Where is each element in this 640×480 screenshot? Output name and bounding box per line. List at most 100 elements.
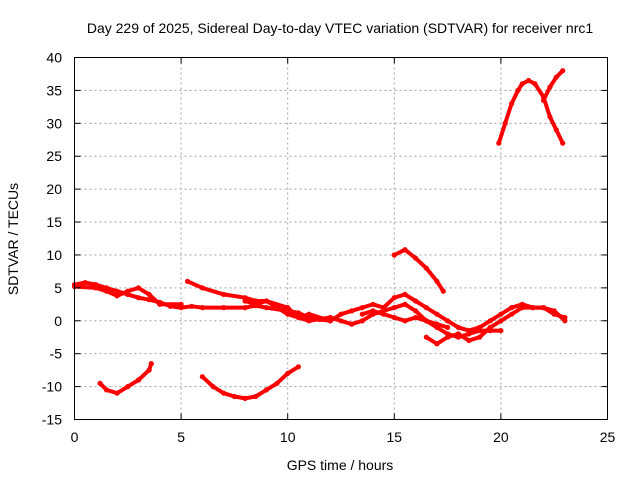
y-tick-label: 15: [46, 214, 62, 230]
data-point: [391, 314, 397, 321]
x-tick-label: 5: [177, 429, 185, 445]
data-point: [295, 364, 301, 370]
data-point: [413, 314, 419, 321]
x-tick-label: 15: [387, 429, 403, 445]
y-tick-label: 5: [54, 280, 62, 296]
data-point: [146, 367, 152, 373]
data-point: [509, 305, 515, 311]
data-point: [423, 305, 429, 311]
data-point: [455, 324, 461, 330]
data-point: [502, 120, 508, 126]
series-layer: [71, 68, 568, 401]
data-point: [445, 318, 451, 324]
data-point: [466, 337, 472, 344]
data-point: [509, 101, 515, 107]
data-point: [103, 387, 110, 393]
data-point: [515, 87, 521, 93]
data-point: [146, 291, 152, 297]
x-tick-label: 0: [71, 429, 79, 445]
y-tick-label: 0: [54, 313, 62, 329]
data-point: [97, 380, 103, 386]
data-point: [349, 308, 355, 314]
data-point: [477, 328, 483, 334]
data-point: [381, 311, 387, 317]
x-tick-label: 20: [493, 429, 509, 445]
data-point: [125, 384, 131, 390]
data-point: [184, 278, 191, 284]
data-point: [391, 252, 397, 258]
data-point: [532, 81, 538, 87]
y-tick-label: 20: [46, 181, 62, 197]
data-point: [114, 390, 120, 396]
data-point: [146, 297, 152, 303]
data-point: [157, 301, 163, 307]
data-point: [370, 301, 376, 307]
data-point: [519, 81, 525, 87]
data-point: [135, 285, 142, 291]
y-tick-label: -10: [42, 379, 62, 395]
data-point: [540, 97, 547, 103]
plot-frame: [74, 57, 608, 420]
data-point: [285, 370, 291, 376]
data-point: [466, 331, 472, 337]
data-point: [413, 298, 419, 304]
data-point: [199, 285, 205, 291]
data-point: [221, 305, 227, 311]
data-point: [221, 291, 227, 297]
data-point: [114, 293, 120, 299]
x-tick-label: 25: [600, 429, 616, 445]
x-tick-label: 10: [280, 429, 296, 445]
data-point: [423, 318, 429, 324]
data-point: [178, 301, 184, 307]
data-point: [274, 305, 280, 311]
data-point: [381, 305, 387, 311]
data-point: [445, 334, 451, 340]
data-point: [553, 74, 559, 80]
data-point: [242, 298, 248, 304]
data-point: [498, 311, 504, 317]
data-point: [553, 127, 559, 133]
data-point: [189, 303, 195, 309]
data-point: [391, 305, 397, 311]
data-point: [509, 311, 515, 317]
data-point: [526, 77, 532, 84]
x-tick-labels: 0 5 10 15 20 25: [71, 429, 616, 445]
y-tick-label: -5: [50, 346, 63, 362]
data-point: [477, 334, 483, 340]
data-point: [496, 140, 502, 146]
data-point: [560, 140, 566, 146]
x-axis-label: GPS time / hours: [287, 457, 394, 473]
data-point: [413, 308, 419, 314]
data-point: [359, 311, 365, 317]
data-point: [285, 311, 291, 317]
data-point: [519, 305, 525, 311]
y-axis-label: SDTVAR / TECUs: [5, 183, 21, 295]
data-point: [295, 314, 301, 321]
data-point: [498, 328, 504, 334]
data-point: [402, 291, 408, 297]
series-arc-10: [496, 78, 565, 146]
data-point: [306, 311, 312, 317]
data-point: [221, 390, 227, 396]
data-point: [434, 324, 440, 330]
y-tick-labels: -15 -10 -5 0 5 10 15 20 25 30 35 40: [42, 50, 62, 428]
data-point: [199, 305, 205, 311]
series-arc-9: [200, 364, 301, 401]
y-tick-label: 10: [46, 247, 62, 263]
y-tick-label: -15: [42, 412, 62, 428]
data-point: [103, 288, 110, 294]
y-tick-label: 30: [46, 115, 62, 131]
data-point: [440, 288, 446, 294]
data-point: [93, 285, 99, 291]
data-point: [370, 308, 376, 314]
data-point: [242, 305, 248, 311]
data-point: [135, 295, 142, 301]
data-point: [413, 255, 419, 261]
data-point: [423, 265, 429, 271]
data-point: [402, 247, 408, 253]
data-point: [402, 301, 408, 307]
data-point: [199, 374, 205, 380]
data-point: [551, 308, 557, 314]
data-point: [148, 361, 154, 367]
